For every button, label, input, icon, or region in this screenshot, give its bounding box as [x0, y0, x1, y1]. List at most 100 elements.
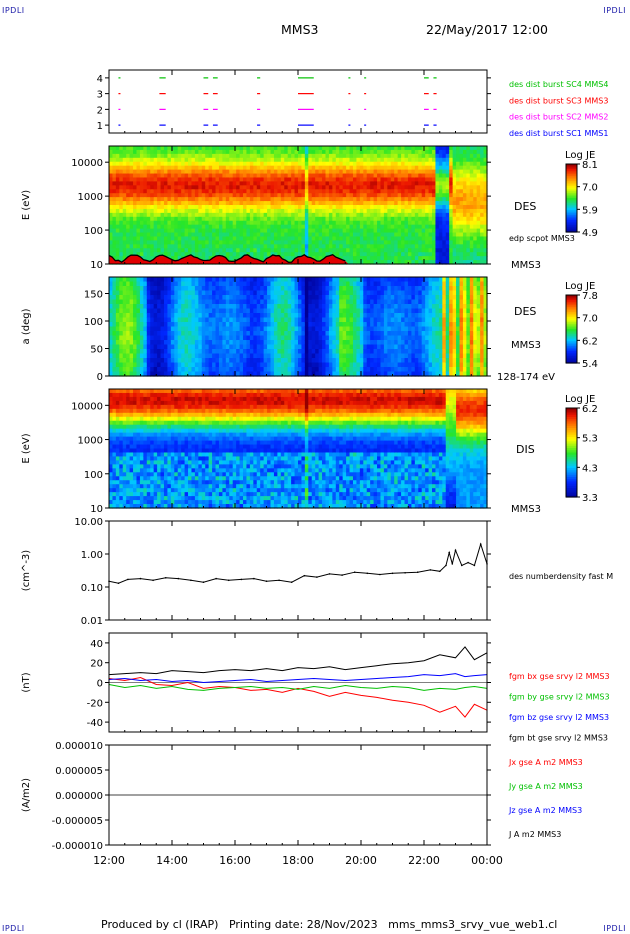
heatmap-cell [249, 317, 254, 323]
heatmap-cell [277, 224, 282, 230]
heatmap-cell [119, 362, 124, 368]
heatmap-cell [466, 193, 471, 198]
heatmap-cell [346, 153, 351, 159]
heatmap-cell [401, 232, 406, 238]
heatmap-cell [401, 208, 406, 214]
heatmap-cell [150, 290, 155, 296]
heatmap-cell [445, 244, 450, 249]
heatmap-cell [236, 169, 241, 175]
heatmap-cell [328, 201, 333, 206]
heatmap-cell [243, 173, 248, 179]
heatmap-cell [359, 212, 364, 218]
header-datetime: 22/May/2017 12:00 [426, 22, 548, 37]
heatmap-cell [191, 161, 196, 167]
heatmap-cell [315, 212, 320, 218]
heatmap-cell [215, 326, 220, 332]
heatmap-cell [335, 331, 340, 337]
heatmap-cell [129, 193, 134, 198]
heatmap-cell [377, 189, 382, 194]
heatmap-cell [339, 331, 344, 337]
heatmap-cell [291, 304, 296, 310]
heatmap-cell [298, 169, 303, 175]
heatmap-cell [115, 232, 120, 238]
heatmap-cell [311, 308, 316, 314]
heatmap-cell [397, 201, 402, 206]
heatmap-cell [304, 228, 309, 234]
heatmap-cell [418, 224, 423, 230]
heatmap-cell [263, 244, 268, 249]
heatmap-cell [157, 157, 162, 163]
heatmap-cell [294, 205, 299, 210]
heatmap-cell [222, 157, 227, 163]
heatmap-cell [459, 248, 464, 253]
heatmap-cell [249, 290, 254, 296]
heatmap-cell [146, 236, 151, 241]
heatmap-cell [390, 197, 395, 202]
heatmap-cell [294, 197, 299, 202]
heatmap-cell [407, 228, 412, 234]
heatmap-cell [177, 248, 182, 253]
heatmap-cell [115, 335, 120, 341]
heatmap-cell [308, 193, 313, 198]
heatmap-cell [404, 208, 409, 214]
heatmap-cell [163, 340, 169, 346]
heatmap-cell [239, 304, 244, 310]
heatmap-cell [122, 177, 127, 182]
heatmap-cell [411, 224, 416, 230]
heatmap-cell [401, 177, 406, 182]
heatmap-cell [383, 161, 388, 167]
heatmap-cell [239, 240, 244, 245]
heatmap-cell [483, 208, 488, 214]
heatmap-cell [109, 367, 114, 373]
heatmap-cell [222, 208, 227, 214]
heatmap-cell [294, 232, 299, 238]
heatmap-cell [432, 232, 437, 238]
heatmap-cell [452, 149, 457, 155]
heatmap-cell [462, 169, 467, 175]
heatmap-cell [328, 362, 333, 368]
heatmap-cell [177, 281, 182, 287]
heatmap-cell [394, 216, 399, 222]
heatmap-cell [473, 169, 478, 175]
heatmap-cell [229, 181, 234, 186]
heatmap-cell [188, 212, 193, 218]
heatmap-cell [153, 169, 158, 175]
heatmap-cell [445, 177, 450, 182]
heatmap-cell [181, 224, 186, 230]
heatmap-cell [212, 220, 217, 226]
heatmap-cell [304, 367, 309, 373]
heatmap-cell [170, 185, 175, 190]
heatmap-cell [349, 161, 354, 167]
burst-y-tick-label: 1 [97, 121, 103, 132]
heatmap-cell [133, 290, 138, 296]
heatmap-cell [346, 197, 351, 202]
colorbar-cell [566, 189, 577, 192]
heatmap-cell [469, 224, 474, 230]
heatmap-cell [277, 161, 282, 167]
heatmap-cell [339, 295, 344, 301]
heatmap-cell [208, 173, 213, 179]
heatmap-cell [414, 165, 419, 171]
heatmap-cell [126, 193, 131, 198]
heatmap-cell [287, 322, 292, 328]
heatmap-cell [160, 197, 165, 202]
heatmap-cell [273, 177, 278, 182]
heatmap-cell [442, 252, 447, 257]
heatmap-cell [473, 193, 478, 198]
heatmap-cell [188, 313, 193, 319]
heatmap-cell [208, 256, 213, 261]
heatmap-cell [359, 181, 364, 186]
heatmap-cell [174, 349, 179, 355]
heatmap-cell [177, 286, 182, 292]
heatmap-cell [225, 189, 230, 194]
heatmap-cell [452, 193, 457, 198]
heatmap-cell [304, 149, 309, 155]
heatmap-cell [143, 185, 148, 190]
heatmap-cell [146, 165, 151, 171]
heatmap-cell [174, 205, 179, 210]
heatmap-cell [109, 240, 114, 245]
heatmap-cell [380, 205, 385, 210]
heatmap-cell [184, 244, 189, 249]
heatmap-cell [215, 197, 220, 202]
heatmap-cell [445, 169, 450, 175]
